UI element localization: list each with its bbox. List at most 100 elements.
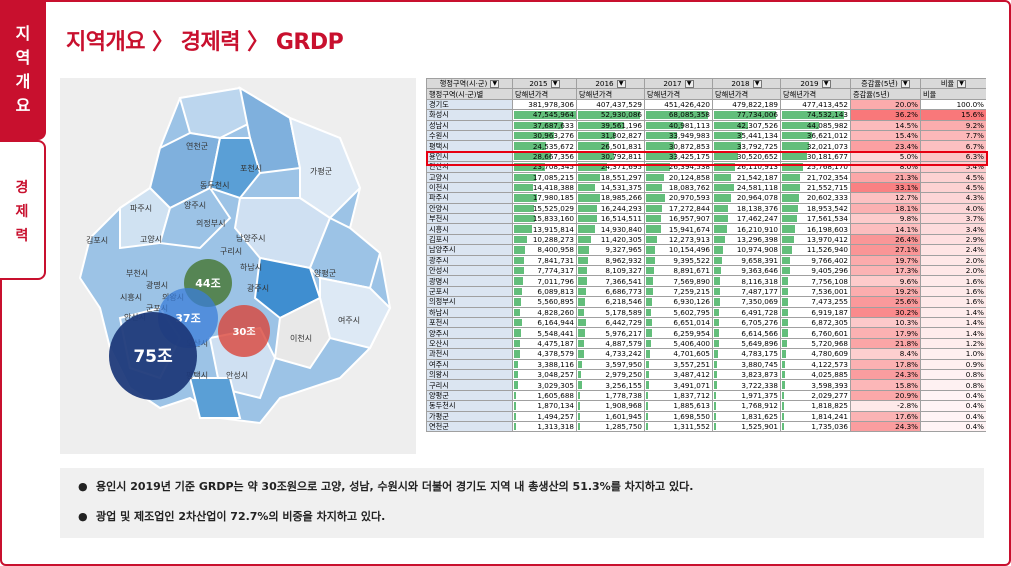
grdp-value-cell[interactable]: 1,870,134 [512,400,577,412]
grdp-value-cell[interactable]: 21,702,354 [780,171,851,183]
table-row[interactable]: 성남시 37,687,633 39,561,196 40,981,113 42,307,… [426,119,986,131]
grdp-value-cell[interactable]: 15,833,160 [512,213,577,225]
grdp-value-cell[interactable]: 6,259,954 [644,327,713,339]
share-cell[interactable]: 7.7% [920,129,986,142]
growth-rate-cell[interactable]: 9.8% [850,213,921,225]
grdp-value-cell[interactable]: 1,971,375 [712,389,781,402]
grdp-value-cell[interactable]: 3,597,950 [576,358,645,370]
grdp-value-cell[interactable]: 16,198,603 [780,223,851,235]
grdp-value-cell[interactable]: 3,880,745 [712,358,781,370]
share-cell[interactable]: 3.4% [920,223,986,235]
grdp-value-cell[interactable]: 5,602,795 [644,306,713,319]
grdp-value-cell[interactable]: 18,138,376 [712,202,781,215]
growth-rate-cell[interactable]: 21.3% [850,171,921,183]
table-row[interactable]: 안성시 7,774,317 8,109,327 8,891,671 9,363,646 9… [426,265,986,277]
grdp-value-cell[interactable]: 7,841,731 [512,254,577,267]
table-row[interactable]: 연천군 1,313,318 1,285,750 1,311,552 1,525,901 1… [426,420,986,433]
table-row[interactable]: 과천시 4,378,579 4,733,242 4,701,605 4,783,175 4… [426,348,986,360]
grdp-value-cell[interactable]: 12,273,913 [644,233,713,246]
grdp-value-cell[interactable]: 1,313,318 [512,420,577,433]
share-cell[interactable]: 4.5% [920,181,986,194]
share-cell[interactable]: 2.0% [920,265,986,277]
grdp-value-cell[interactable]: 4,378,579 [512,348,577,360]
grdp-value-cell[interactable]: 2,029,277 [780,389,851,402]
growth-rate-cell[interactable]: 14.5% [850,119,921,131]
growth-rate-cell[interactable]: 17.9% [850,327,921,339]
share-cell[interactable]: 6.7% [920,140,986,152]
region-name-cell[interactable]: 양주시 [426,327,513,339]
grdp-value-cell[interactable]: 4,122,573 [780,358,851,370]
growth-rate-cell[interactable]: 17.6% [850,410,921,422]
table-row[interactable]: 시흥시 13,915,814 14,930,840 15,941,674 16,210,… [426,223,986,235]
grdp-value-cell[interactable]: 44,085,982 [780,119,851,131]
region-name-cell[interactable]: 이천시 [426,181,513,194]
grdp-value-cell[interactable]: 1,285,750 [576,420,645,433]
grdp-value-cell[interactable]: 21,552,715 [780,181,851,194]
grdp-value-cell[interactable]: 477,413,452 [780,98,851,111]
grdp-value-cell[interactable]: 7,536,001 [780,285,851,298]
region-name-cell[interactable]: 하남시 [426,306,513,319]
table-header-cell[interactable]: 증감율(5년) ▼ [850,78,921,90]
table-row[interactable]: 광주시 7,841,731 8,962,932 9,395,522 9,658,391 9… [426,254,986,267]
grdp-value-cell[interactable]: 13,915,814 [512,223,577,235]
region-name-cell[interactable]: 안양시 [426,202,513,215]
grdp-value-cell[interactable]: 4,780,609 [780,348,851,360]
table-header-cell[interactable]: 2015 ▼ [512,78,577,90]
grdp-value-cell[interactable]: 1,735,036 [780,420,851,433]
growth-rate-cell[interactable]: 9.6% [850,275,921,287]
share-cell[interactable]: 4.5% [920,171,986,183]
share-cell[interactable]: 0.4% [920,400,986,412]
grdp-value-cell[interactable]: 8,891,671 [644,265,713,277]
growth-rate-cell[interactable]: 25.6% [850,296,921,308]
grdp-value-cell[interactable]: 8,400,958 [512,244,577,256]
grdp-value-cell[interactable]: 6,872,305 [780,316,851,329]
grdp-value-cell[interactable]: 21,542,187 [712,171,781,183]
grdp-value-cell[interactable]: 5,649,896 [712,337,781,350]
grdp-value-cell[interactable]: 33,792,725 [712,140,781,152]
grdp-value-cell[interactable]: 20,124,858 [644,171,713,183]
growth-rate-cell[interactable]: 17.3% [850,265,921,277]
region-name-cell[interactable]: 의왕시 [426,368,513,381]
grdp-value-cell[interactable]: 3,722,338 [712,379,781,391]
grdp-value-cell[interactable]: 1,698,550 [644,410,713,422]
grdp-value-cell[interactable]: 381,978,306 [512,98,577,111]
table-header-cell[interactable]: 2016 ▼ [576,78,645,90]
grdp-value-cell[interactable]: 31,802,827 [576,129,645,142]
table-row[interactable]: 오산시 4,475,187 4,887,579 5,406,400 5,649,896 5… [426,337,986,350]
grdp-value-cell[interactable]: 6,218,546 [576,296,645,308]
grdp-value-cell[interactable]: 5,560,895 [512,296,577,308]
grdp-value-cell[interactable]: 15,941,674 [644,223,713,235]
table-row[interactable]: 양주시 5,548,441 5,976,217 6,259,954 6,614,566 6… [426,327,986,339]
share-cell[interactable]: 15.6% [920,109,986,121]
table-header-cell[interactable]: 2018 ▼ [712,78,781,90]
grdp-value-cell[interactable]: 451,426,420 [644,98,713,111]
region-name-cell[interactable]: 의정부시 [426,296,513,308]
region-name-cell[interactable]: 시흥시 [426,223,513,235]
grdp-value-cell[interactable]: 9,363,646 [712,265,781,277]
share-cell[interactable]: 0.8% [920,379,986,391]
share-cell[interactable]: 2.9% [920,233,986,246]
table-row[interactable]: 안양시 15,525,029 16,244,293 17,272,844 18,138,… [426,202,986,215]
table-row[interactable]: 군포시 6,089,813 6,686,773 7,259,215 7,487,177 7… [426,285,986,298]
side-tab-region-overview[interactable]: 지 역 개 요 [0,0,46,140]
grdp-value-cell[interactable]: 32,021,073 [780,140,851,152]
grdp-value-cell[interactable]: 9,405,296 [780,265,851,277]
grdp-value-cell[interactable]: 40,981,113 [644,119,713,131]
table-row[interactable]: 수원시 30,963,276 31,802,827 33,949,983 35,441,… [426,129,986,142]
grdp-value-cell[interactable]: 9,395,522 [644,254,713,267]
filter-dropdown-icon[interactable]: ▼ [616,80,626,88]
share-cell[interactable]: 1.6% [920,275,986,287]
region-name-cell[interactable]: 과천시 [426,348,513,360]
region-name-cell[interactable]: 고양시 [426,171,513,183]
grdp-value-cell[interactable]: 6,919,187 [780,306,851,319]
region-name-cell[interactable]: 남양주시 [426,244,513,256]
share-cell[interactable]: 3.7% [920,213,986,225]
region-name-cell[interactable]: 연천군 [426,420,513,433]
grdp-value-cell[interactable]: 6,686,773 [576,285,645,298]
grdp-value-cell[interactable]: 20,970,593 [644,192,713,204]
grdp-value-cell[interactable]: 3,557,251 [644,358,713,370]
table-row[interactable]: 남양주시 8,400,958 9,327,965 10,154,496 10,974,9… [426,244,986,256]
grdp-value-cell[interactable]: 1,908,968 [576,400,645,412]
grdp-value-cell[interactable]: 14,418,388 [512,181,577,194]
region-name-cell[interactable]: 광명시 [426,275,513,287]
